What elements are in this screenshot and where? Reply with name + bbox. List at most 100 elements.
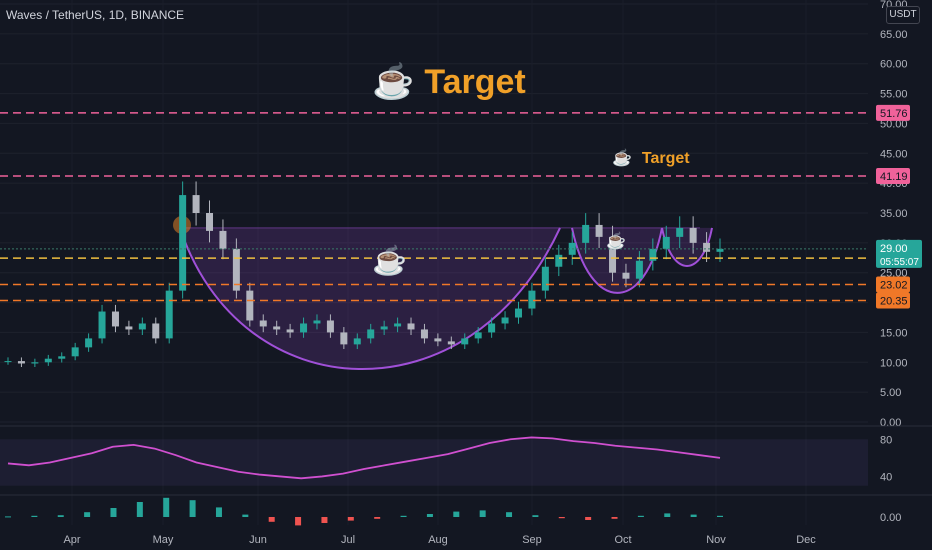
candle-body [434,338,442,342]
candle-body [649,248,657,261]
macd-bar [57,515,64,517]
macd-tick-label: 0.00 [880,512,901,524]
candle-body [246,290,254,321]
candle-body [300,323,308,333]
candle-body [286,329,294,333]
candle-body [58,356,66,359]
candle-body [407,323,415,330]
x-tick-label: May [153,534,174,546]
level-badge [876,104,910,121]
candle-body [394,323,402,327]
candle-body [138,323,146,330]
rsi-tick-label: 80 [880,434,892,446]
candle-body [609,236,617,273]
macd-bar [690,514,697,517]
candle-body [420,329,428,339]
coffee-cup-icon: ☕ [372,243,407,277]
level-badge-label: 20.35 [880,295,908,307]
macd-bar [295,517,302,526]
macd-bar [189,500,196,517]
candle-body [353,338,361,345]
macd-bar [31,515,38,517]
candle-body [313,320,321,324]
rsi-line [7,436,721,480]
y-tick-label: 65.00 [880,29,908,41]
macd-bar [110,508,117,517]
macd-bar [585,517,592,520]
currency-button[interactable]: USDT [886,6,920,24]
candle-body [17,361,25,364]
macd-bar [558,517,565,519]
y-tick-label: 70.00 [880,0,908,11]
x-tick-label: Sep [522,534,542,546]
cup-curve [179,227,561,371]
candle-body [273,326,281,330]
candle-body [152,323,160,339]
level-badge-label: 23.02 [880,280,908,292]
last-price-label: 29.00 [880,243,908,255]
level-badge [876,168,910,185]
x-tick-label: Oct [614,534,631,546]
macd-bar [400,515,407,517]
y-tick-label: 50.00 [880,118,908,130]
macd-bar [611,517,618,519]
macd-bar [532,515,539,517]
macd-bar [479,510,486,517]
candle-body [501,317,509,324]
candle-body [447,341,455,345]
candle-body [514,308,522,318]
candle-body [367,329,375,339]
candle-body [98,311,106,339]
candle-body [676,227,684,237]
candle-body [219,230,227,249]
level-badge-label: 51.76 [880,108,908,120]
level-badge [876,292,910,309]
rsi-band [0,439,868,486]
candle-body [541,266,549,291]
candle-body [326,320,334,333]
candle-body [555,254,563,267]
handle2-fill [662,227,712,266]
candle-body [44,358,52,363]
candle-body [582,224,590,243]
candle-body [71,347,79,357]
candle-body [528,290,536,309]
x-tick-label: Nov [706,534,726,546]
candle-body [179,195,187,291]
macd-bar [506,512,513,517]
macd-bar [374,517,381,519]
macd-bar [136,502,143,517]
candle-body [4,361,12,363]
level-badge [876,276,910,293]
candle-body [474,332,482,339]
macd-bar [163,497,170,517]
y-tick-label: 15.00 [880,327,908,339]
macd-bar [321,517,328,523]
x-tick-label: Jun [249,534,267,546]
y-tick-label: 60.00 [880,59,908,71]
candle-body [125,326,133,330]
candle-body [488,323,496,333]
macd-bar [637,515,644,517]
candle-body [595,224,603,237]
candle-body [85,338,93,348]
big-target-label: ☕ Target [372,62,526,102]
candle-body [165,290,173,339]
y-tick-label: 55.00 [880,89,908,101]
candle-body [635,260,643,279]
candle-body [662,236,670,249]
y-tick-label: 45.00 [880,148,908,160]
candle-body [111,311,119,327]
candle-body [703,242,711,252]
candle-body [689,227,697,243]
level-badge-label: 41.19 [880,171,908,183]
macd-bar [453,511,460,517]
coffee-cup-icon: ☕ [372,63,415,101]
macd-bar [5,516,11,518]
candle-body [192,195,200,213]
macd-bar [347,517,354,521]
rsi-tick-label: 40 [880,471,892,483]
candle-body [340,332,348,345]
macd-bar [84,512,91,517]
